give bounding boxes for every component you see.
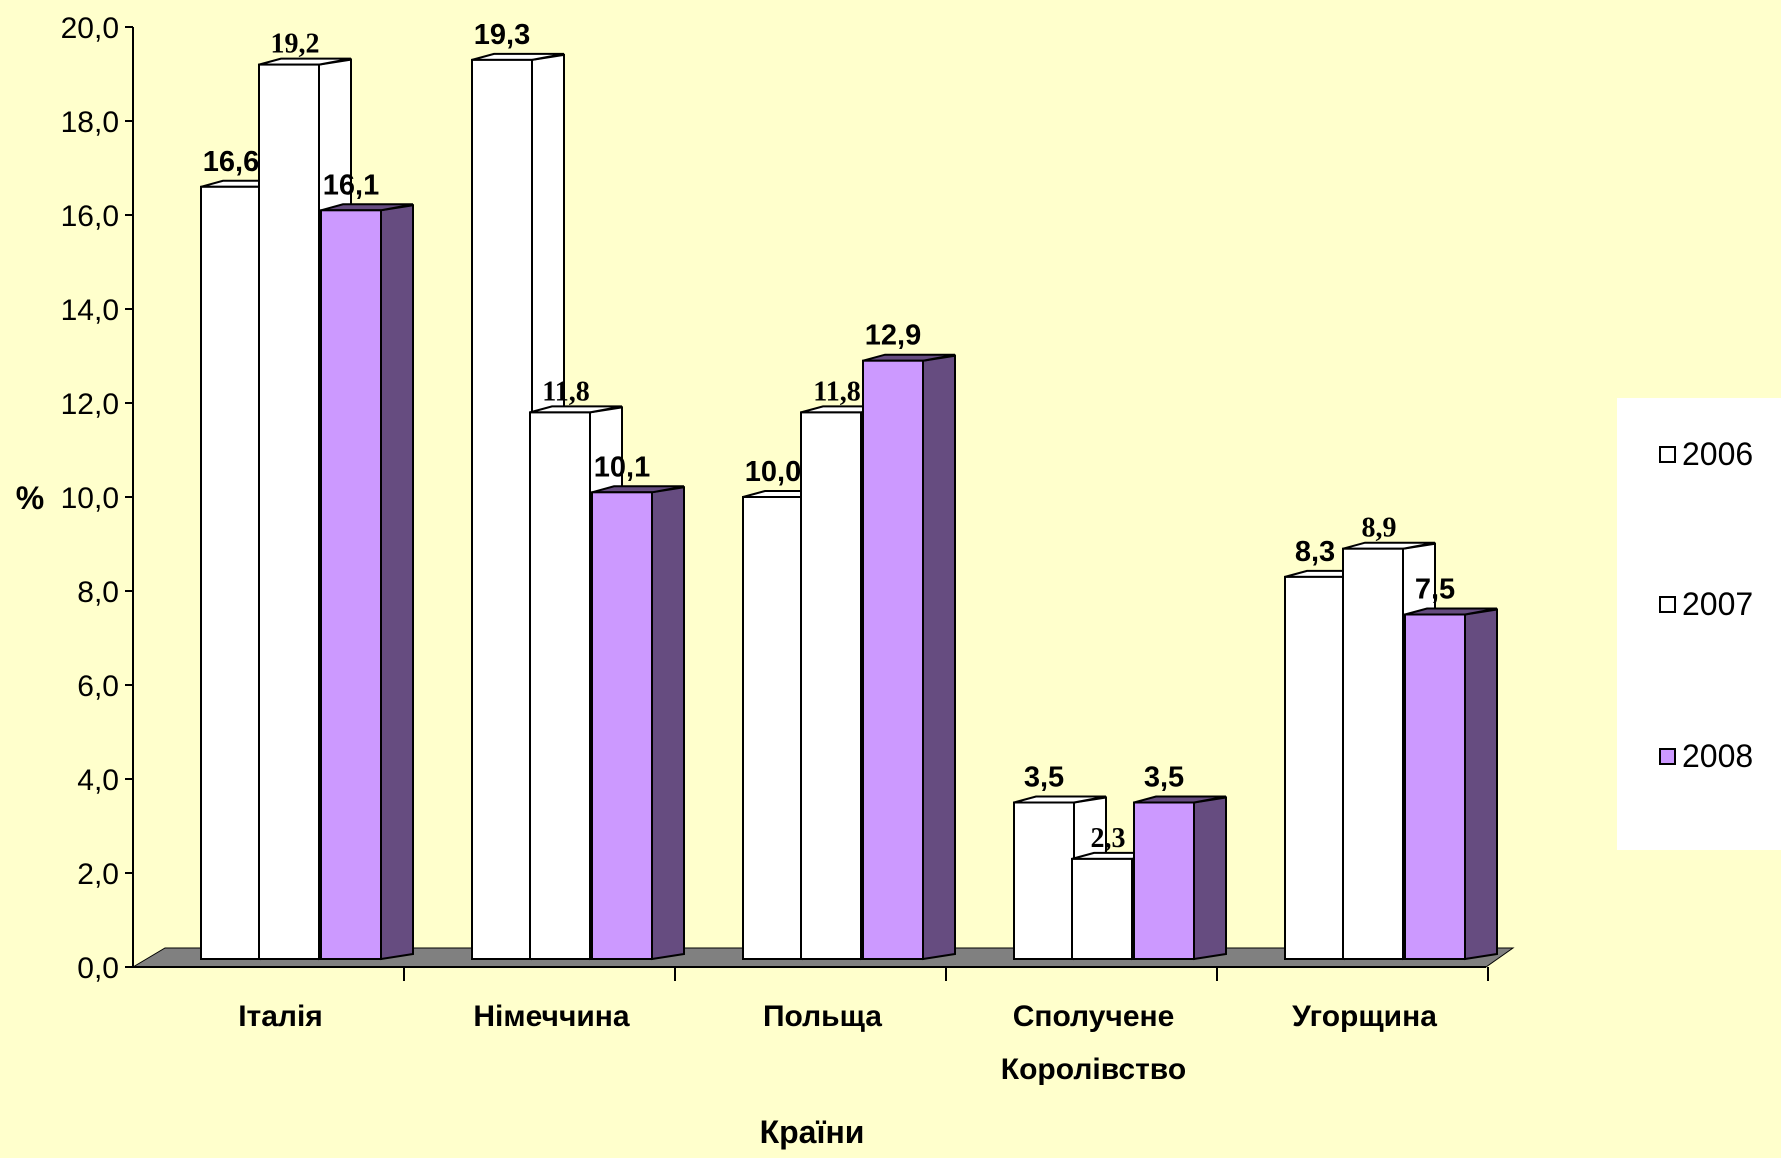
legend-item-2008: 2008 [1659,738,1753,774]
x-tick-label: Угорщина [1292,1000,1437,1033]
data-label: 2,3 [1091,823,1126,854]
data-label: 7,5 [1415,574,1455,606]
bar-2008-4 [1404,607,1498,961]
bar-front [800,411,862,960]
y-tick-label: 8,0 [77,576,119,609]
legend-swatch-2007 [1659,595,1676,613]
bar-2008-0 [320,203,414,961]
bar-2008-3 [1133,795,1227,961]
bar-front [529,411,591,960]
y-axis-title: % [16,480,44,516]
bar-front [200,185,262,961]
x-tick-label: Королівство [1001,1053,1186,1086]
x-axis-title: Країни [760,1114,865,1150]
y-tick-label: 20,0 [61,12,119,45]
bar-2008-1 [591,485,685,961]
bar-side [651,486,685,961]
bar-front [742,496,804,960]
data-label: 11,8 [813,376,860,407]
bar-front [258,63,320,961]
y-tick-label: 14,0 [61,294,119,327]
x-tick-label: Італія [238,1000,323,1033]
y-tick-label: 0,0 [77,952,119,985]
bar-front [320,209,382,961]
data-label: 16,1 [323,169,379,201]
data-label: 10,0 [745,456,801,488]
bar-front [591,491,653,960]
bar-front [1342,547,1404,960]
data-label: 3,5 [1024,762,1064,794]
x-tick-label: Німеччина [473,1000,630,1033]
bar-front [1404,613,1466,960]
data-label: 10,1 [594,451,650,483]
y-tick-label: 2,0 [77,858,119,891]
x-tick-label: Сполучене [1013,1000,1175,1033]
bar-side [380,204,414,961]
data-label: 12,9 [865,320,921,352]
y-tick-label: 6,0 [77,670,119,703]
y-tick-label: 10,0 [61,482,119,515]
bar-front [1071,857,1133,961]
bar-front [1284,575,1346,961]
legend-swatch-2006 [1659,445,1676,463]
legend-label-2008: 2008 [1682,737,1754,774]
bar-front [862,359,924,960]
bar-front [1013,801,1075,960]
legend-item-2006: 2006 [1659,436,1753,472]
bar-front [1133,801,1195,960]
data-label: 19,3 [474,19,530,51]
x-tick-label: Польща [763,1000,882,1033]
legend: 2006 2007 2008 [1617,398,1781,850]
legend-swatch-2008 [1659,747,1676,765]
data-label: 16,6 [203,146,259,178]
legend-label-2007: 2007 [1682,585,1754,622]
bar-front [471,58,533,960]
y-tick-label: 18,0 [61,106,119,139]
legend-label-2006: 2006 [1682,435,1754,472]
y-tick-label: 16,0 [61,200,119,233]
bar-side [1464,608,1498,961]
data-label: 8,9 [1362,513,1397,544]
y-tick-label: 4,0 [77,764,119,797]
legend-item-2007: 2007 [1659,586,1753,622]
data-label: 3,5 [1144,762,1184,794]
data-label: 8,3 [1295,536,1335,568]
data-label: 11,8 [542,376,589,407]
bar-2008-2 [862,353,956,961]
data-label: 19,2 [271,29,320,60]
bar-side [1193,796,1227,961]
bar-side [922,354,956,961]
y-tick-label: 12,0 [61,388,119,421]
